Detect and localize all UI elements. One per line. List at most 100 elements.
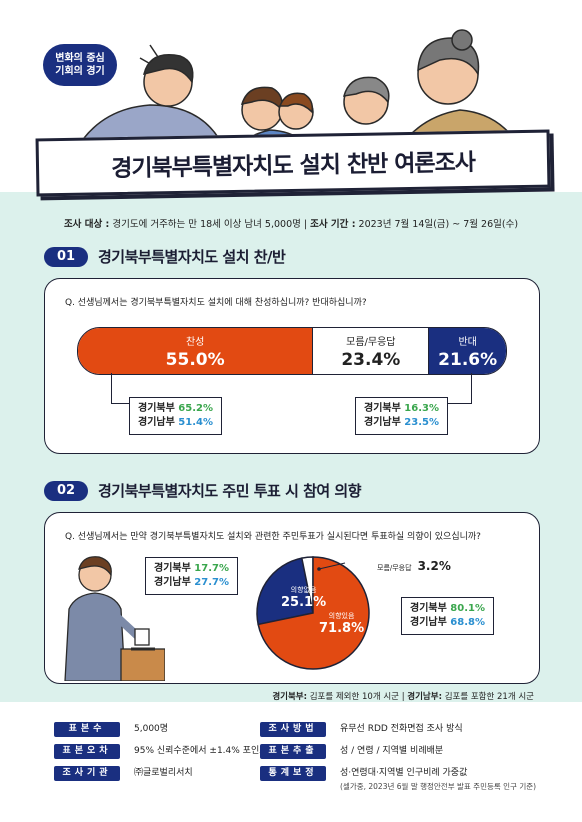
no-region-box: 경기북부 16.3% 경기남부 23.5%	[355, 397, 448, 435]
yes-north-row: 경기북부 65.2%	[138, 402, 213, 416]
no-connector	[431, 373, 472, 404]
brand-logo: 변화의 중심 기회의 경기	[43, 44, 117, 86]
south-def-text: 김포를 포함한 21개 시군	[444, 692, 534, 702]
no-north-value: 16.3%	[404, 403, 439, 414]
region-note-sep: |	[401, 692, 405, 702]
voter-illustration	[64, 556, 165, 681]
dontknow-label: 모름/무응답	[346, 336, 396, 348]
no-north-row: 경기북부 16.3%	[364, 402, 439, 416]
pie-no-value: 25.1%	[281, 595, 327, 610]
sampling-tag: 표본추출	[260, 744, 326, 759]
info-margin: 표본오차 95% 신뢰수준에서 ±1.4% 포인트	[54, 744, 268, 759]
pie-no-north-value: 17.7%	[194, 563, 229, 574]
page-title: 경기북부특별자치도 설치 찬반 여론조사	[110, 149, 476, 183]
pie-no-south-label: 경기남부	[154, 577, 191, 588]
sample-size-value: 5,000명	[134, 724, 169, 734]
method-tag: 조사방법	[260, 722, 326, 737]
north-def-label: 경기북부:	[272, 692, 307, 702]
margin-value: 95% 신뢰수준에서 ±1.4% 포인트	[134, 746, 268, 756]
pie-dk-leader	[317, 562, 346, 571]
no-value: 21.6%	[438, 349, 498, 370]
pie-no-region-box: 경기북부 17.7% 경기남부 27.7%	[145, 557, 238, 595]
yes-north-label: 경기북부	[138, 403, 175, 414]
yes-north-value: 65.2%	[178, 403, 213, 414]
pie-yes-label-group: 의향있음 71.8%	[319, 611, 364, 636]
period-value: 2023년 7월 14일(금) ~ 7월 26일(수)	[358, 219, 519, 230]
section-1-number: 01	[44, 246, 88, 267]
region-definition-note: 경기북부: 김포를 제외한 10개 시군 | 경기남부: 김포를 포함한 21개…	[272, 690, 534, 702]
period-label: 조사 기간 :	[310, 219, 356, 230]
dontknow-value: 23.4%	[341, 349, 401, 370]
pie-yes-south-label: 경기남부	[410, 617, 447, 628]
no-north-label: 경기북부	[364, 403, 401, 414]
method-value: 유무선 RDD 전화면접 조사 방식	[340, 724, 463, 734]
weighting-text: 성·연령대·지역별 인구비례 가중값 (셀가중, 2023년 6월 말 행정안전…	[340, 766, 536, 794]
meta-separator: |	[303, 219, 308, 230]
pie-yes-south-value: 68.8%	[450, 617, 485, 628]
pie-yes-north-value: 80.1%	[450, 603, 485, 614]
yes-label: 찬성	[185, 336, 205, 348]
weighting-value: 성·연령대·지역별 인구비례 가중값	[340, 768, 468, 778]
pie-no-north-label: 경기북부	[154, 563, 191, 574]
bar-segment-no: 반대 21.6%	[429, 328, 506, 374]
no-south-row: 경기남부 23.5%	[364, 416, 439, 430]
pie-no-south-value: 27.7%	[194, 577, 229, 588]
sample-size-tag: 표본수	[54, 722, 120, 737]
section-2-number: 02	[44, 480, 88, 501]
pie-no-south-row: 경기남부 27.7%	[154, 576, 229, 590]
target-value: 경기도에 거주하는 만 18세 이상 남녀 5,000명	[112, 219, 301, 230]
pie-slice-no	[256, 557, 314, 626]
pie-dk-label-group: 모름/무응답 3.2%	[377, 559, 451, 573]
info-method: 조사방법 유무선 RDD 전화면접 조사 방식	[260, 722, 463, 737]
section-2-card: Q. 선생님께서는 만약 경기북부특별자치도 설치와 관련한 주민투표가 실시된…	[44, 512, 540, 684]
bar-segment-yes: 찬성 55.0%	[78, 328, 313, 374]
pie-yes-north-label: 경기북부	[410, 603, 447, 614]
section-2-title: 경기북부특별자치도 주민 투표 시 참여 의향	[98, 482, 362, 500]
section-1-header: 01 경기북부특별자치도 설치 찬/반	[44, 246, 286, 267]
south-def-label: 경기남부:	[407, 692, 442, 702]
no-south-value: 23.5%	[404, 417, 439, 428]
yes-region-box: 경기북부 65.2% 경기남부 51.4%	[129, 397, 222, 435]
pie-yes-region-box: 경기북부 80.1% 경기남부 68.8%	[401, 597, 494, 635]
support-bar: 찬성 55.0% 모름/무응답 23.4% 반대 21.6%	[77, 327, 507, 375]
info-sample-size: 표본수 5,000명	[54, 722, 168, 737]
title-banner: 경기북부특별자치도 설치 찬반 여론조사	[35, 129, 551, 197]
section-1-card: Q. 선생님께서는 경기북부특별자치도 설치에 대해 찬성하십니까? 반대하십니…	[44, 278, 540, 454]
yes-value: 55.0%	[165, 349, 225, 370]
sampling-value: 성 / 연령 / 지역별 비례배분	[340, 746, 444, 756]
weighting-note: (셀가중, 2023년 6월 말 행정안전부 발표 주민등록 인구 기준)	[340, 782, 537, 791]
yes-south-row: 경기남부 51.4%	[138, 416, 213, 430]
pie-no-label-group: 의향없음 25.1%	[281, 585, 326, 610]
target-label: 조사 대상 :	[63, 219, 110, 230]
section-2-question: Q. 선생님께서는 만약 경기북부특별자치도 설치와 관련한 주민투표가 실시된…	[65, 532, 481, 542]
info-weighting: 통계보정 성·연령대·지역별 인구비례 가중값 (셀가중, 2023년 6월 말…	[260, 766, 536, 794]
section-2-header: 02 경기북부특별자치도 주민 투표 시 참여 의향	[44, 480, 362, 501]
section-1-title: 경기북부특별자치도 설치 찬/반	[98, 248, 286, 266]
pie-yes-label: 의향있음	[328, 612, 355, 620]
north-def-text: 김포를 제외한 10개 시군	[309, 692, 400, 702]
pie-yes-value: 71.8%	[319, 621, 365, 636]
intent-pie-chart	[256, 556, 370, 670]
logo-line-2: 기회의 경기	[55, 66, 105, 77]
pie-no-north-row: 경기북부 17.7%	[154, 562, 229, 576]
logo-line-1: 변화의 중심	[55, 53, 105, 64]
info-org: 조사기관 ㈜글로벌리서치	[54, 766, 193, 781]
pie-slice-yes	[257, 556, 370, 670]
yes-south-label: 경기남부	[138, 417, 175, 428]
pie-yes-north-row: 경기북부 80.1%	[410, 602, 485, 616]
bar-segment-dontknow: 모름/무응답 23.4%	[312, 328, 430, 374]
no-label: 반대	[458, 336, 477, 348]
yes-south-value: 51.4%	[178, 417, 213, 428]
margin-tag: 표본오차	[54, 744, 120, 759]
org-value: ㈜글로벌리서치	[134, 768, 193, 778]
survey-meta: 조사 대상 : 경기도에 거주하는 만 18세 이상 남녀 5,000명 | 조…	[0, 216, 582, 230]
no-south-label: 경기남부	[364, 417, 401, 428]
pie-yes-south-row: 경기남부 68.8%	[410, 616, 485, 630]
pie-dk-label: 모름/무응답	[377, 564, 412, 572]
info-sampling: 표본추출 성 / 연령 / 지역별 비례배분	[260, 744, 443, 759]
org-tag: 조사기관	[54, 766, 120, 781]
pie-no-label: 의향없음	[290, 586, 317, 594]
weighting-tag: 통계보정	[260, 766, 326, 781]
section-1-question: Q. 선생님께서는 경기북부특별자치도 설치에 대해 찬성하십니까? 반대하십니…	[65, 298, 367, 308]
